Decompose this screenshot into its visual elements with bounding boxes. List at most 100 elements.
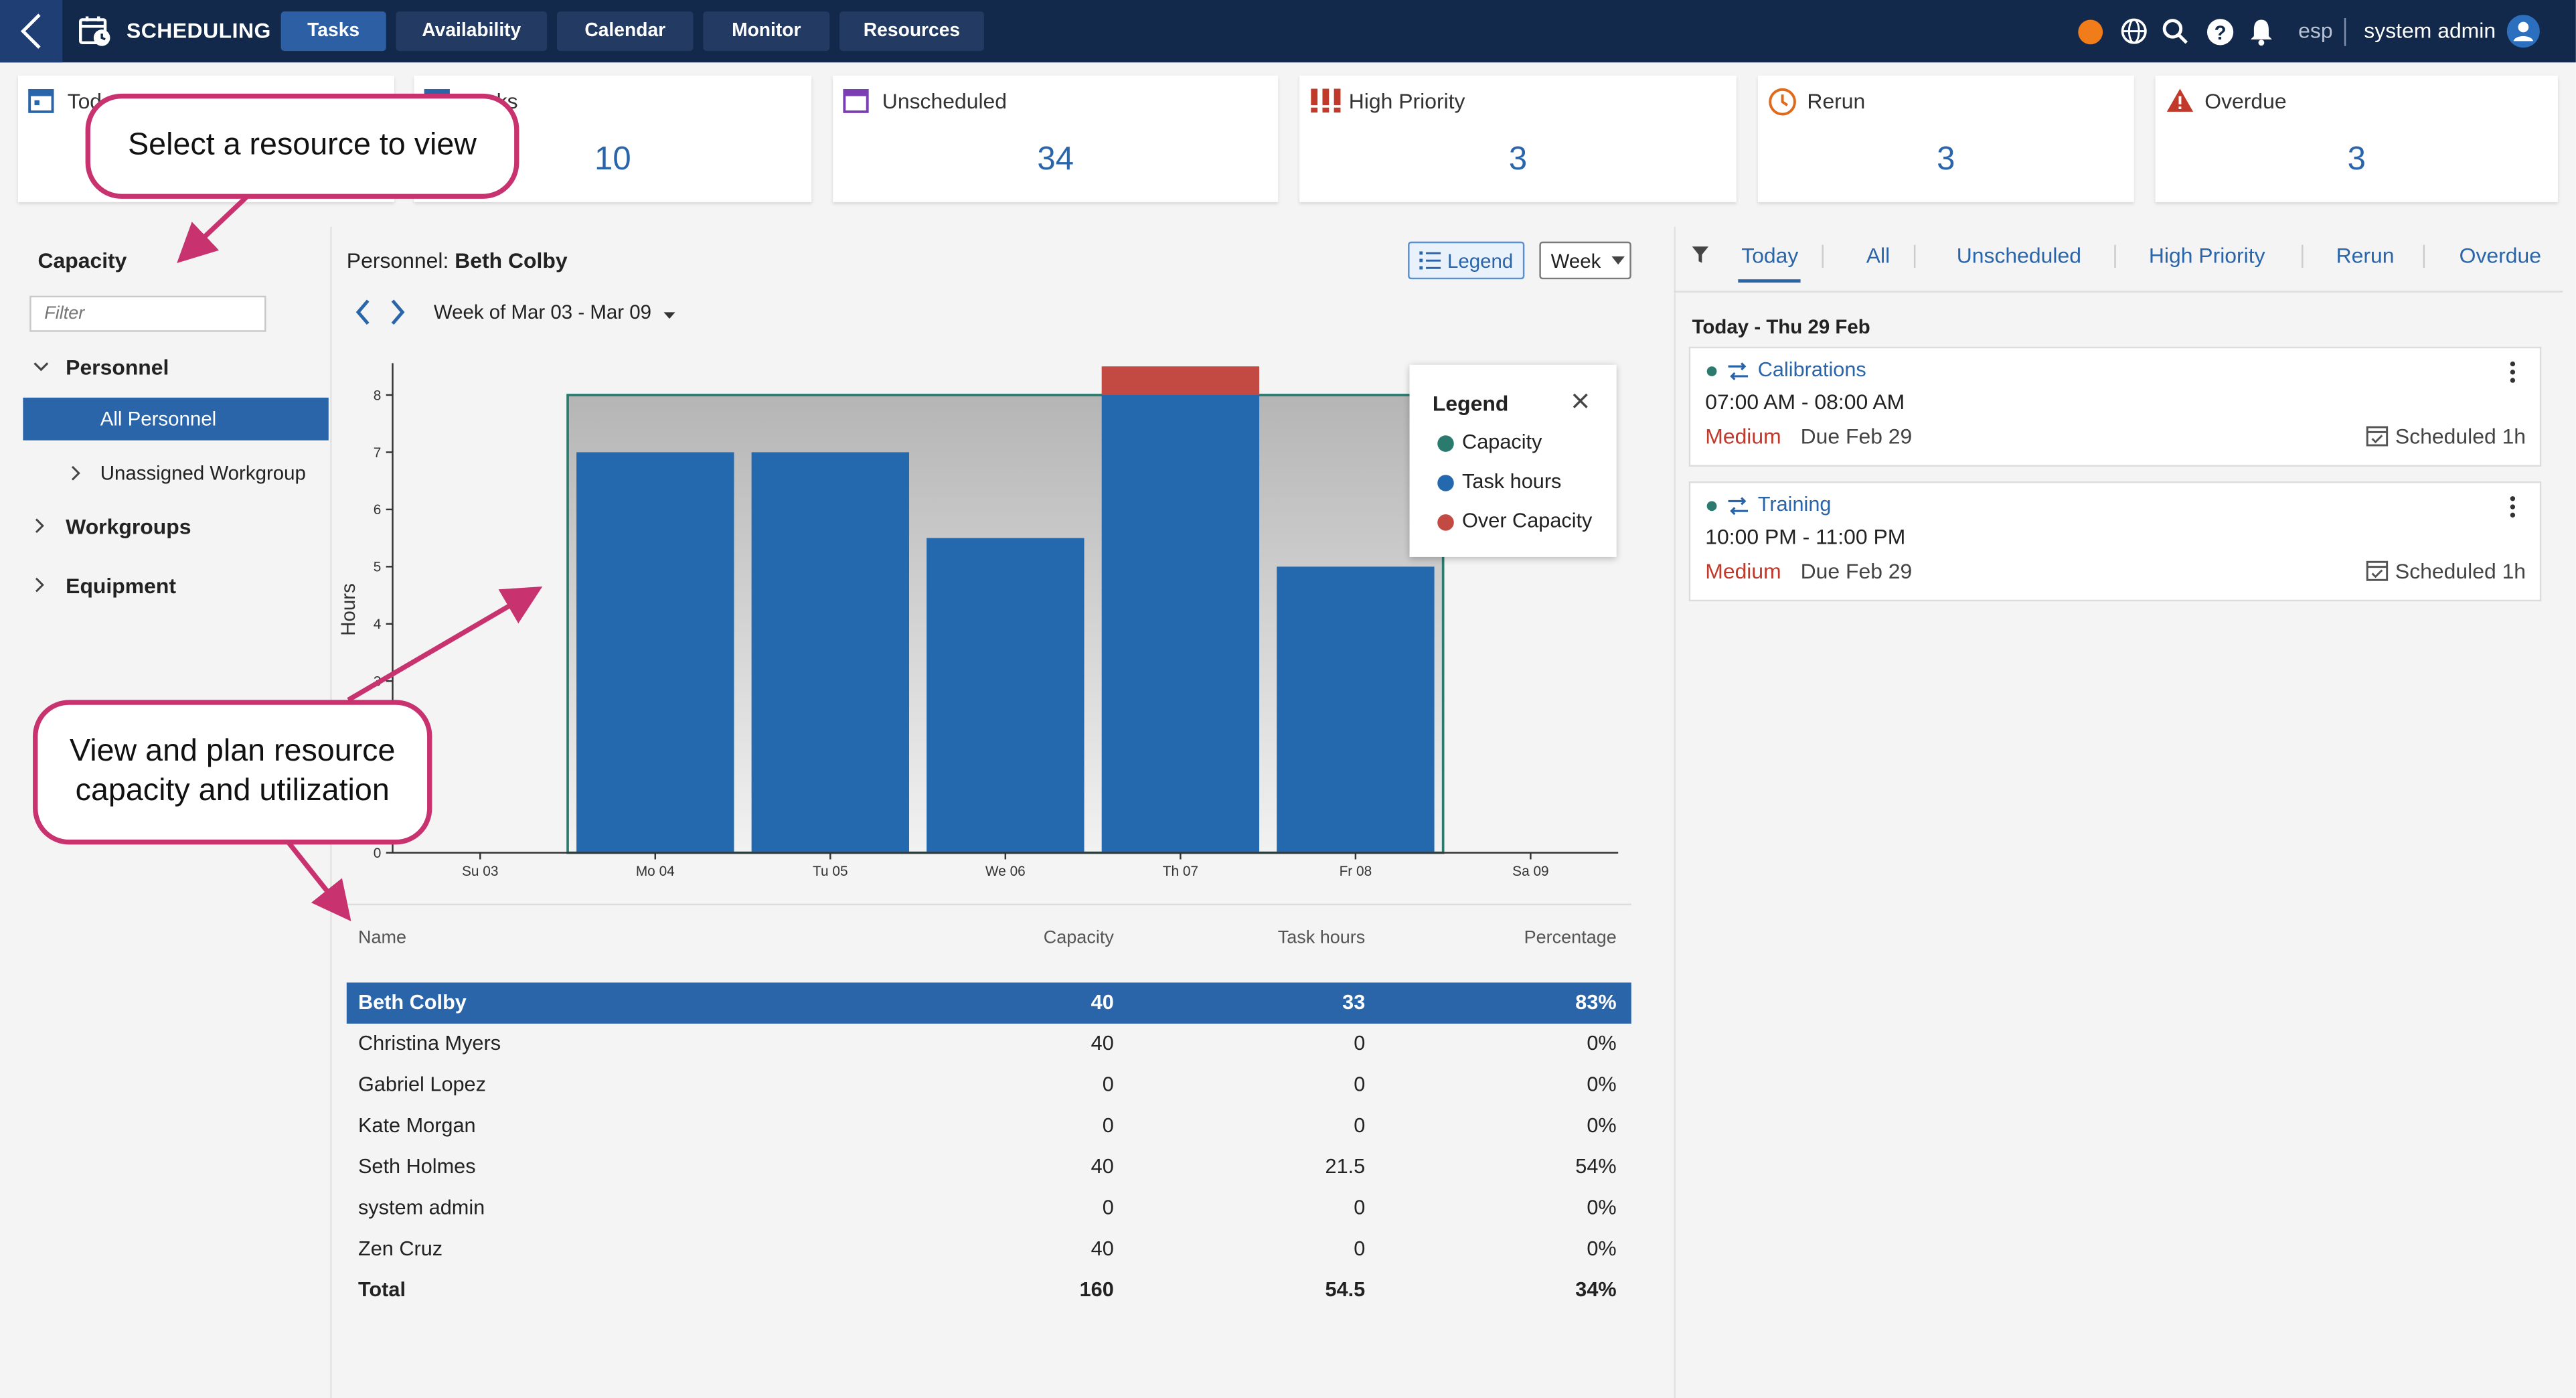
tab-unscheduled[interactable]: Unscheduled [1956, 243, 2081, 268]
week-selector[interactable]: Week of Mar 03 - Mar 09 [434, 301, 675, 323]
x-tick-label: Th 07 [1163, 864, 1198, 879]
cell-task-hours: 0 [1354, 1073, 1366, 1096]
y-tick-label: 0 [374, 846, 382, 861]
col-header-task-hours[interactable]: Task hours [1277, 928, 1366, 948]
legend-popup: Legend Capacity Task hours Over Capacity [1409, 364, 1617, 557]
legend-swatch-over-capacity [1437, 514, 1454, 531]
next-week-icon[interactable] [390, 299, 406, 325]
table-row[interactable]: Zen Cruz 40 0 0% [347, 1229, 1631, 1270]
task-name-link[interactable]: Training [1757, 493, 1832, 516]
period-select[interactable]: Week [1539, 241, 1631, 280]
more-options-icon[interactable] [2510, 496, 2516, 518]
col-header-capacity[interactable]: Capacity [1043, 928, 1114, 948]
filter-input[interactable] [29, 295, 266, 332]
search-icon[interactable] [2162, 18, 2188, 44]
task-priority: Medium [1705, 424, 1781, 449]
user-name[interactable]: system admin [2364, 17, 2496, 43]
card-value: 3 [1937, 141, 1955, 178]
cell-name: Christina Myers [357, 1032, 501, 1055]
calendar-purple-icon [843, 89, 869, 113]
tab-overdue[interactable]: Overdue [2459, 243, 2542, 268]
cell-percentage: 83% [1575, 990, 1617, 1014]
tab-today[interactable]: Today [1741, 243, 1799, 268]
card-high-priority[interactable]: High Priority 3 [1299, 75, 1737, 202]
card-unscheduled[interactable]: Unscheduled 34 [833, 75, 1279, 202]
table-row[interactable]: Gabriel Lopez 0 0 0% [347, 1065, 1631, 1105]
tree-equipment[interactable]: Equipment [66, 573, 176, 599]
task-card[interactable]: Training 10:00 PM - 11:00 PM Medium Due … [1688, 481, 2542, 602]
cell-percentage: 0% [1587, 1113, 1617, 1138]
clock-icon [1769, 88, 1796, 116]
help-icon[interactable]: ? [2206, 18, 2235, 46]
tab-rerun[interactable]: Rerun [2336, 243, 2395, 268]
legend-button[interactable]: Legend [1408, 241, 1525, 280]
col-header-percentage[interactable]: Percentage [1524, 928, 1617, 948]
col-header-name[interactable]: Name [357, 928, 406, 948]
close-icon[interactable] [1572, 393, 1589, 410]
table-total-row: Total 160 54.5 34% [347, 1270, 1631, 1311]
table-header: Name Capacity Task hours Percentage [347, 920, 1631, 961]
task-priority: Medium [1705, 558, 1781, 584]
table-row[interactable]: Christina Myers 40 0 0% [347, 1024, 1631, 1065]
cell-capacity: 0 [1102, 1073, 1114, 1096]
cell-task-hours: 0 [1354, 1032, 1366, 1055]
back-button[interactable] [0, 0, 63, 63]
cell-capacity: 40 [1091, 990, 1114, 1014]
more-options-icon[interactable] [2510, 361, 2516, 383]
prev-week-icon[interactable] [355, 299, 372, 325]
divider [2114, 244, 2116, 268]
chevron-right-icon[interactable] [33, 518, 46, 534]
warning-icon [2166, 88, 2194, 112]
language-selector[interactable]: esp [2298, 17, 2333, 43]
cell-task-hours: 54.5 [1325, 1278, 1366, 1302]
callout-plan-capacity: View and plan resource capacity and util… [33, 700, 432, 845]
table-row[interactable]: Kate Morgan 0 0 0% [347, 1106, 1631, 1147]
tree-workgroups[interactable]: Workgroups [66, 514, 191, 539]
globe-icon[interactable] [2121, 18, 2147, 44]
divider [2344, 17, 2346, 46]
week-label: Week of Mar 03 - Mar 09 [433, 301, 652, 324]
table-row[interactable]: Beth Colby 40 33 83% [346, 982, 1631, 1024]
personnel-heading: Personnel: Beth Colby [347, 248, 568, 273]
chevron-right-icon[interactable] [33, 576, 46, 593]
tree-unassigned-workgroup[interactable]: Unassigned Workgroup [100, 461, 306, 485]
filter-icon[interactable] [1692, 246, 1709, 263]
tab-high-priority[interactable]: High Priority [2148, 243, 2265, 268]
chevron-down-icon[interactable] [33, 360, 50, 373]
tree-personnel[interactable]: Personnel [66, 355, 169, 380]
tab-all[interactable]: All [1866, 243, 1890, 268]
y-tick-label: 8 [374, 388, 382, 403]
nav-tab-calendar[interactable]: Calendar [556, 11, 694, 52]
legend-item-over-capacity: Over Capacity [1462, 509, 1593, 533]
table-row[interactable]: system admin 0 0 0% [347, 1188, 1631, 1229]
task-name-link[interactable]: Calibrations [1757, 358, 1866, 382]
task-card[interactable]: Calibrations 07:00 AM - 08:00 AM Medium … [1688, 346, 2542, 467]
chevron-left-icon [20, 13, 41, 49]
nav-tab-monitor[interactable]: Monitor [703, 11, 830, 52]
nav-tab-availability[interactable]: Availability [396, 11, 548, 52]
user-avatar-icon[interactable] [2506, 15, 2540, 48]
active-tab-indicator [1738, 279, 1801, 283]
status-dot[interactable] [2078, 19, 2103, 45]
calendar-check-icon [2366, 426, 2389, 447]
task-scheduled: Scheduled 1h [2395, 558, 2526, 584]
cell-capacity: 40 [1091, 1155, 1114, 1178]
divider [2302, 244, 2304, 268]
table-row[interactable]: Seth Holmes 40 21.5 54% [347, 1147, 1631, 1188]
nav-tab-tasks[interactable]: Tasks [280, 11, 386, 52]
bell-icon[interactable] [2249, 18, 2274, 46]
card-rerun[interactable]: Rerun 3 [1757, 75, 2134, 202]
app-title: SCHEDULING [126, 17, 271, 43]
divider [1822, 244, 1824, 268]
x-tick-label: Fr 08 [1340, 864, 1372, 879]
card-label: Overdue [2204, 88, 2287, 114]
card-overdue[interactable]: Overdue 3 [2155, 75, 2558, 202]
chevron-right-icon[interactable] [69, 465, 82, 481]
nav-tab-resources[interactable]: Resources [839, 11, 984, 52]
card-value: 34 [1037, 141, 1074, 178]
tree-all-personnel[interactable]: All Personnel [23, 397, 329, 441]
cell-name: Total [357, 1278, 406, 1302]
cell-name: Beth Colby [357, 990, 467, 1014]
